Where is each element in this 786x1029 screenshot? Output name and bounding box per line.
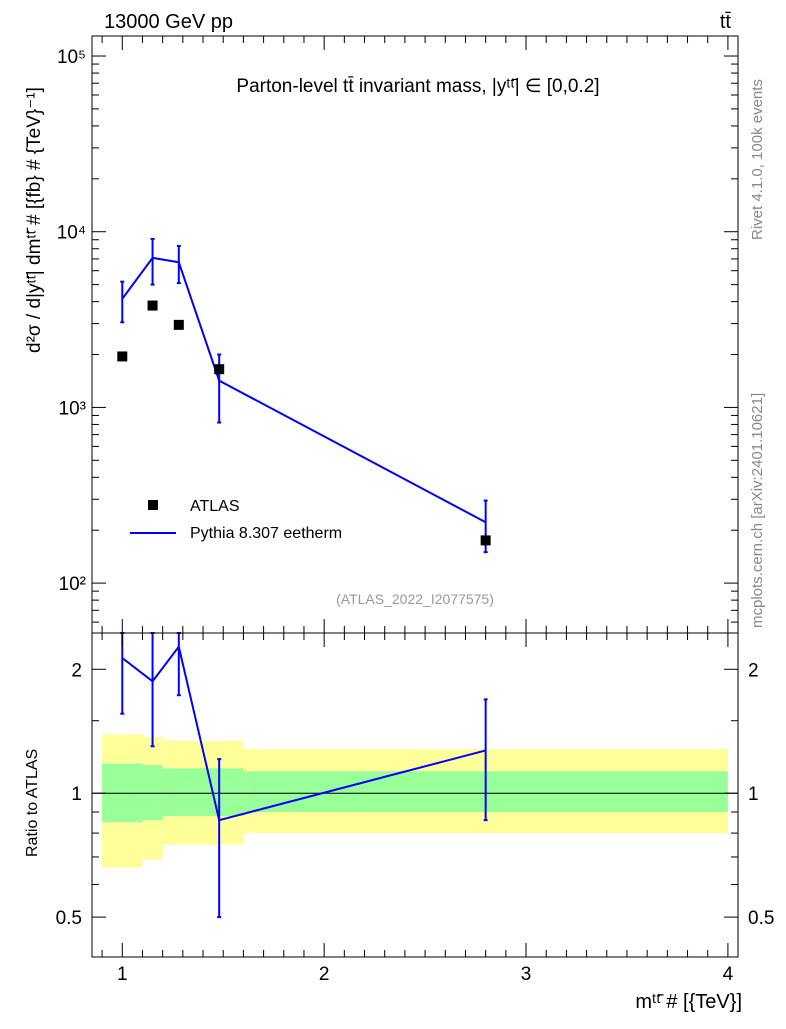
main-panel: 10² 10³ 10⁴ 10⁵ Parton-level tt̄ invariant …: [24, 35, 739, 634]
x-axis-label: mᵗᵗ̄ # [{TeV}]: [635, 991, 742, 1013]
legend-pythia-label: Pythia 8.307 eetherm: [190, 525, 342, 542]
ratio-panel: 1 2 3 4 0.5 0.5 1 1 2 2 Ratio to ATLAS mᵗᵗ̄ # [{T…: [24, 632, 774, 1013]
ratio-mc-line: [121, 644, 486, 822]
legend: ATLAS Pythia 8.307 eetherm: [130, 498, 342, 542]
main-title: Parton-level tt̄ invariant mass, |yᵗᵗ̄| …: [236, 76, 599, 97]
main-frame: [91, 35, 739, 634]
legend-atlas-label: ATLAS: [190, 498, 240, 515]
x-tick-label: 3: [521, 964, 532, 985]
ratio-y-tick-label-right: 0.5: [748, 908, 774, 929]
watermark: (ATLAS_2022_I2077575): [336, 591, 494, 607]
ratio-band-inner: [162, 768, 244, 817]
main-y-tick-label: 10²: [59, 574, 86, 595]
ratio-y-tick-label-right: 1: [748, 784, 759, 805]
ratio-y-tick-label: 0.5: [56, 908, 82, 929]
ratio-y-axis-label: Ratio to ATLAS: [24, 749, 41, 857]
mc-line: [121, 256, 487, 524]
rivet-label: Rivet 4.1.0, 100k events: [749, 79, 766, 240]
process-label: tt̄: [720, 11, 732, 33]
atlas-point: [173, 319, 184, 330]
main-y-tick-label: 10⁴: [57, 223, 86, 244]
atlas-point: [147, 300, 158, 311]
ratio-y-tick-label-right: 2: [748, 660, 759, 681]
ratio-frame: [91, 632, 739, 958]
mcplots-label: mcplots.cern.ch [arXiv:2401.10621]: [749, 393, 766, 628]
x-tick-label: 1: [117, 964, 128, 985]
main-y-tick-label: 10³: [59, 398, 86, 419]
legend-atlas-marker: [148, 500, 158, 510]
x-tick-label: 2: [319, 964, 330, 985]
ratio-y-tick-label: 1: [71, 784, 82, 805]
atlas-point: [214, 364, 225, 375]
main-y-tick-label: 10⁵: [57, 47, 86, 68]
ratio-y-tick-label: 2: [71, 660, 82, 681]
energy-label: 13000 GeV pp: [104, 11, 233, 33]
atlas-point: [117, 351, 128, 362]
x-tick-label: 4: [723, 964, 734, 985]
ratio-band-inner: [142, 765, 163, 821]
atlas-point: [480, 535, 491, 546]
main-y-axis-label: d²σ / d|yᵗᵗ̄| dmᵗᵗ̄ # [{fb} # {TeV}⁻¹]: [24, 87, 45, 353]
